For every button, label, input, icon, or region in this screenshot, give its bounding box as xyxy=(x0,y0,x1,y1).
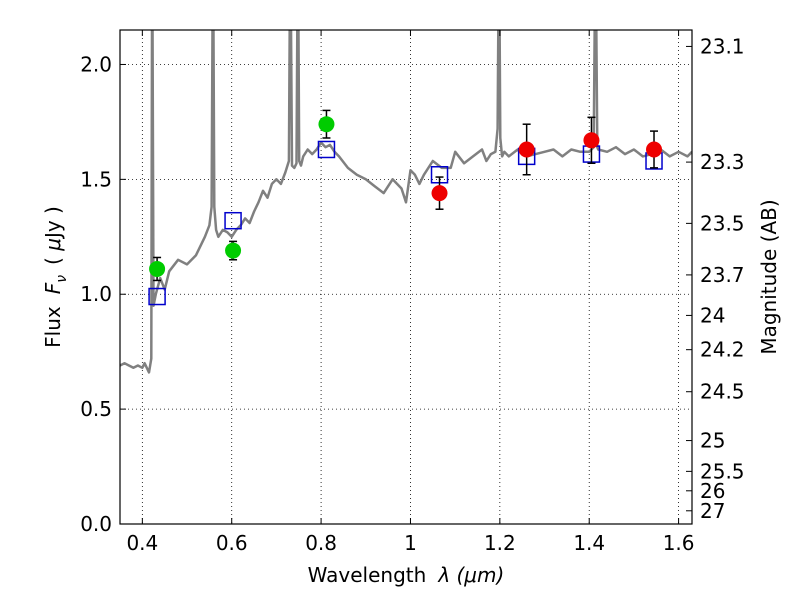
y2-axis-label: Magnitude (AB) xyxy=(757,199,781,354)
x-tick-label: 1.2 xyxy=(484,531,516,555)
y-axis-label-text: Flux xyxy=(41,306,65,348)
y2-tick-label: 24.2 xyxy=(700,338,745,362)
x-tick-label: 0.4 xyxy=(126,531,158,555)
model-square-marker xyxy=(148,287,166,306)
y2-tick-label: 23.5 xyxy=(700,211,745,235)
y2-tick-label: 23.7 xyxy=(700,263,745,287)
model-square-marker xyxy=(317,140,336,159)
y-axis-label: Flux Fν ( μJy ) xyxy=(41,206,70,348)
x-tick-label: 1 xyxy=(404,531,417,555)
y2-tick-label: 24.5 xyxy=(700,380,745,404)
x-axis-label-math: λ (μm) xyxy=(437,563,504,587)
y-axis-label-subscript: ν xyxy=(54,275,70,283)
x-axis-label-text: Wavelength xyxy=(308,563,427,587)
x-tick-label: 1.6 xyxy=(663,531,695,555)
y-axis-label-symbol: F xyxy=(41,282,65,294)
y-axis-label-mu: μ xyxy=(41,238,65,252)
y-tick-label: 0.0 xyxy=(80,512,112,536)
y-axis-label-paren: ( xyxy=(41,251,65,265)
x-tick-label: 1.4 xyxy=(573,531,605,555)
spectrum-line xyxy=(120,30,692,374)
y-tick-label: 1.0 xyxy=(80,282,112,306)
plot-frame xyxy=(119,29,693,525)
ticks: 0.4 0.6 0.8 1 1.2 1.4 1.6 0.0 0.5 1.0 1.5 2.0 23.1 23… xyxy=(80,30,745,555)
y2-tick-label: 23.1 xyxy=(700,34,745,58)
x-tick-label: 0.8 xyxy=(305,531,337,555)
y2-tick-label: 26 xyxy=(700,479,725,503)
plot-area xyxy=(120,30,692,374)
red-data-point xyxy=(646,141,663,158)
y2-tick-label: 25.5 xyxy=(700,459,745,483)
y2-tick-label: 25 xyxy=(700,429,725,453)
x-tick-label: 0.6 xyxy=(216,531,248,555)
red-data-point xyxy=(583,132,600,149)
y-axis-label-unit: Jy ) xyxy=(41,206,65,240)
model-square-marker xyxy=(224,211,242,230)
red-data-point xyxy=(431,185,448,202)
y-tick-label: 1.5 xyxy=(80,167,112,191)
green-data-point xyxy=(225,242,242,259)
red-data-point xyxy=(518,141,535,158)
green-data-point xyxy=(318,116,335,133)
y-tick-label: 2.0 xyxy=(80,52,112,76)
y2-tick-label: 24 xyxy=(700,303,725,327)
y-tick-label: 0.5 xyxy=(80,397,112,421)
y2-tick-label: 27 xyxy=(700,499,725,523)
green-data-point xyxy=(149,260,166,277)
x-axis-label: Wavelength λ (μm) xyxy=(308,563,505,587)
y2-tick-label: 23.3 xyxy=(700,150,745,174)
